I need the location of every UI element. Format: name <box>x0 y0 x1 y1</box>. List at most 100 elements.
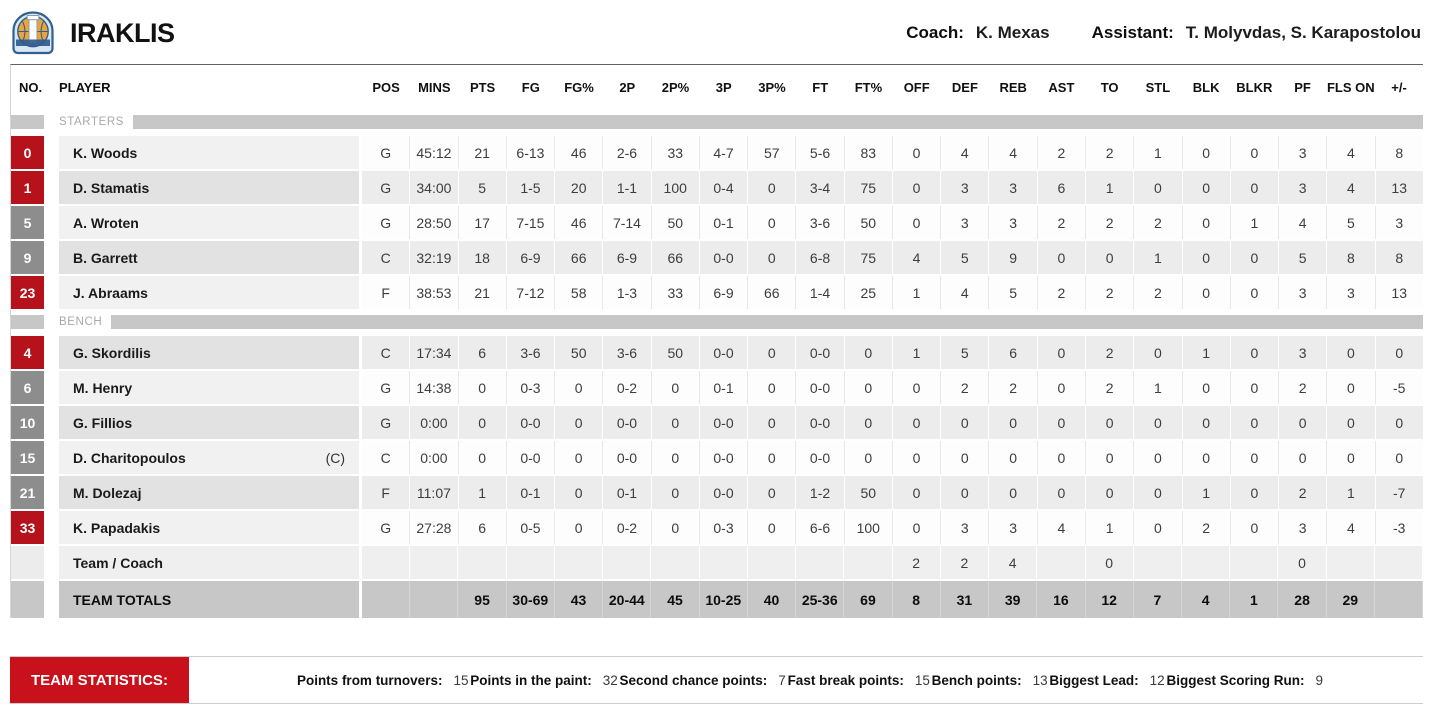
stat-cell: 33 <box>651 276 700 309</box>
section-bar-starters: STARTERS <box>11 115 1423 129</box>
stat-cell: 0 <box>1230 276 1280 309</box>
stat-cell: 1 <box>1134 371 1183 404</box>
team-stat-label: Biggest Scoring Run: <box>1166 672 1305 688</box>
stat-cell: 3 <box>1279 171 1328 204</box>
team-stat-value: 32 <box>602 672 618 688</box>
player-row: 4 G. Skordilis C 17:34 6 3-6 50 3-6 50 0-0 0 0-0 0 1 5… <box>11 336 1423 369</box>
team-coach-label: Team / Coach <box>73 554 163 571</box>
stat-cell <box>1374 581 1424 618</box>
stat-cell: 31 <box>940 581 990 618</box>
captain-marker: (C) <box>325 449 345 466</box>
player-name-cell: A. Wroten <box>59 206 359 239</box>
stat-cell: 27:28 <box>410 511 459 544</box>
stat-cell: 3-6 <box>506 336 556 369</box>
stat-cell: 0 <box>651 476 700 509</box>
totals-badge-placeholder <box>11 581 44 618</box>
team-logo <box>10 9 56 57</box>
col-header-reb: REB <box>999 79 1027 95</box>
badge-placeholder <box>11 546 44 579</box>
stat-cell: 16 <box>1037 581 1086 618</box>
team-stat-item: Bench points: 13 <box>932 673 1048 688</box>
player-name: J. Abraams <box>73 284 148 301</box>
player-number-badge: 9 <box>11 241 44 274</box>
stat-cell: 0 <box>1230 136 1280 169</box>
stat-cell: 0 <box>748 406 797 439</box>
player-row: 6 M. Henry G 14:38 0 0-3 0 0-2 0 0-1 0 0-0 0 0 2 2 0 2 1 0 0… <box>11 371 1423 404</box>
stat-cell: 6 <box>989 336 1038 369</box>
stat-cell: 2 <box>1037 136 1086 169</box>
player-name: K. Woods <box>73 144 138 161</box>
stat-cell: 0 <box>1134 406 1183 439</box>
stat-cell: 0:00 <box>410 441 459 474</box>
stat-cell: 3 <box>941 171 990 204</box>
player-row: 15 D. Charitopoulos (C) C 0:00 0 0-0 0 0-0 0 0-0 0 0… <box>11 441 1423 474</box>
stat-cell: 0-1 <box>699 371 749 404</box>
stat-cell: 6-9 <box>699 276 749 309</box>
stat-cell: 3 <box>989 206 1038 239</box>
stat-cell: G <box>362 406 411 439</box>
stat-cell: 1-3 <box>603 276 652 309</box>
stat-cell: 18 <box>458 241 507 274</box>
stat-cell: 2 <box>1085 276 1135 309</box>
stat-cell: 0 <box>1085 546 1134 579</box>
stat-cell: 6-6 <box>796 511 845 544</box>
stat-cell <box>458 546 507 579</box>
stat-cell: 6-9 <box>506 241 556 274</box>
stat-cell: 0 <box>1327 336 1376 369</box>
assistant-names: T. Molyvdas, S. Karapostolou <box>1185 23 1421 42</box>
team-name: IRAKLIS <box>70 17 175 48</box>
stat-cell: 39 <box>989 581 1038 618</box>
stat-cell: 0-0 <box>603 441 652 474</box>
stat-cell: 0 <box>1085 406 1135 439</box>
stat-cell: 0 <box>748 336 797 369</box>
stat-cell: 0:00 <box>410 406 459 439</box>
stat-cell: 0-3 <box>506 371 556 404</box>
stat-cell: 6-13 <box>506 136 556 169</box>
stat-cell: 0-4 <box>699 171 749 204</box>
team-totals-row: TEAM TOTALS 95 30-69 43 20-44 45 10-25 40 25-36 6… <box>11 581 1424 618</box>
stat-cell: 0 <box>989 476 1038 509</box>
stat-cell: 3-6 <box>603 336 652 369</box>
col-header-ft: FT% <box>854 79 883 95</box>
stat-cell: 6 <box>458 336 507 369</box>
stat-cell: 1 <box>1327 476 1376 509</box>
player-name-cell: D. Stamatis <box>59 171 359 204</box>
player-name-cell: G. Skordilis <box>59 336 359 369</box>
stat-cell: 0 <box>1327 441 1376 474</box>
team-totals-label: TEAM TOTALS <box>73 591 172 608</box>
stat-cell: 0 <box>1182 171 1231 204</box>
stat-cell: 0 <box>1085 241 1135 274</box>
stat-cell: 0 <box>941 406 990 439</box>
stat-cell: 20 <box>555 171 604 204</box>
stat-cell: 0-0 <box>796 441 845 474</box>
stat-cell: 0 <box>651 511 700 544</box>
stat-cell <box>1037 546 1086 579</box>
stat-cell: 0 <box>1134 336 1183 369</box>
stat-cell: 0-3 <box>699 511 749 544</box>
stat-cell: 75 <box>844 171 893 204</box>
stat-cell: 2 <box>1085 206 1135 239</box>
stat-cell: 7-15 <box>506 206 556 239</box>
col-header-2p: 2P% <box>661 79 690 95</box>
player-number-badge: 33 <box>11 511 44 544</box>
stat-cell: F <box>362 276 411 309</box>
stat-cell: 0 <box>1230 336 1280 369</box>
stat-cell: 3 <box>1279 336 1328 369</box>
team-stat-item: Points from turnovers: 15 <box>297 673 469 688</box>
stat-cell: 34:00 <box>410 171 459 204</box>
player-name: B. Garrett <box>73 249 138 266</box>
col-header-blkr: BLKR <box>1236 79 1273 95</box>
team-stat-label: Points from turnovers: <box>296 672 443 688</box>
stat-cell: 2 <box>1279 476 1328 509</box>
stat-cell <box>603 546 652 579</box>
stat-cell: 0 <box>1230 476 1280 509</box>
team-coach-row: Team / Coach 2 2 4 0 0 <box>11 546 1424 579</box>
stat-cell: 45:12 <box>410 136 459 169</box>
section-bar-fill <box>133 115 1423 129</box>
player-number-badge: 23 <box>11 276 44 309</box>
stat-cell <box>362 546 411 579</box>
player-name-cell: K. Papadakis <box>59 511 359 544</box>
stat-cell: 2 <box>1037 206 1086 239</box>
stat-cell: 0 <box>1134 441 1183 474</box>
stat-cell: 0 <box>844 406 893 439</box>
